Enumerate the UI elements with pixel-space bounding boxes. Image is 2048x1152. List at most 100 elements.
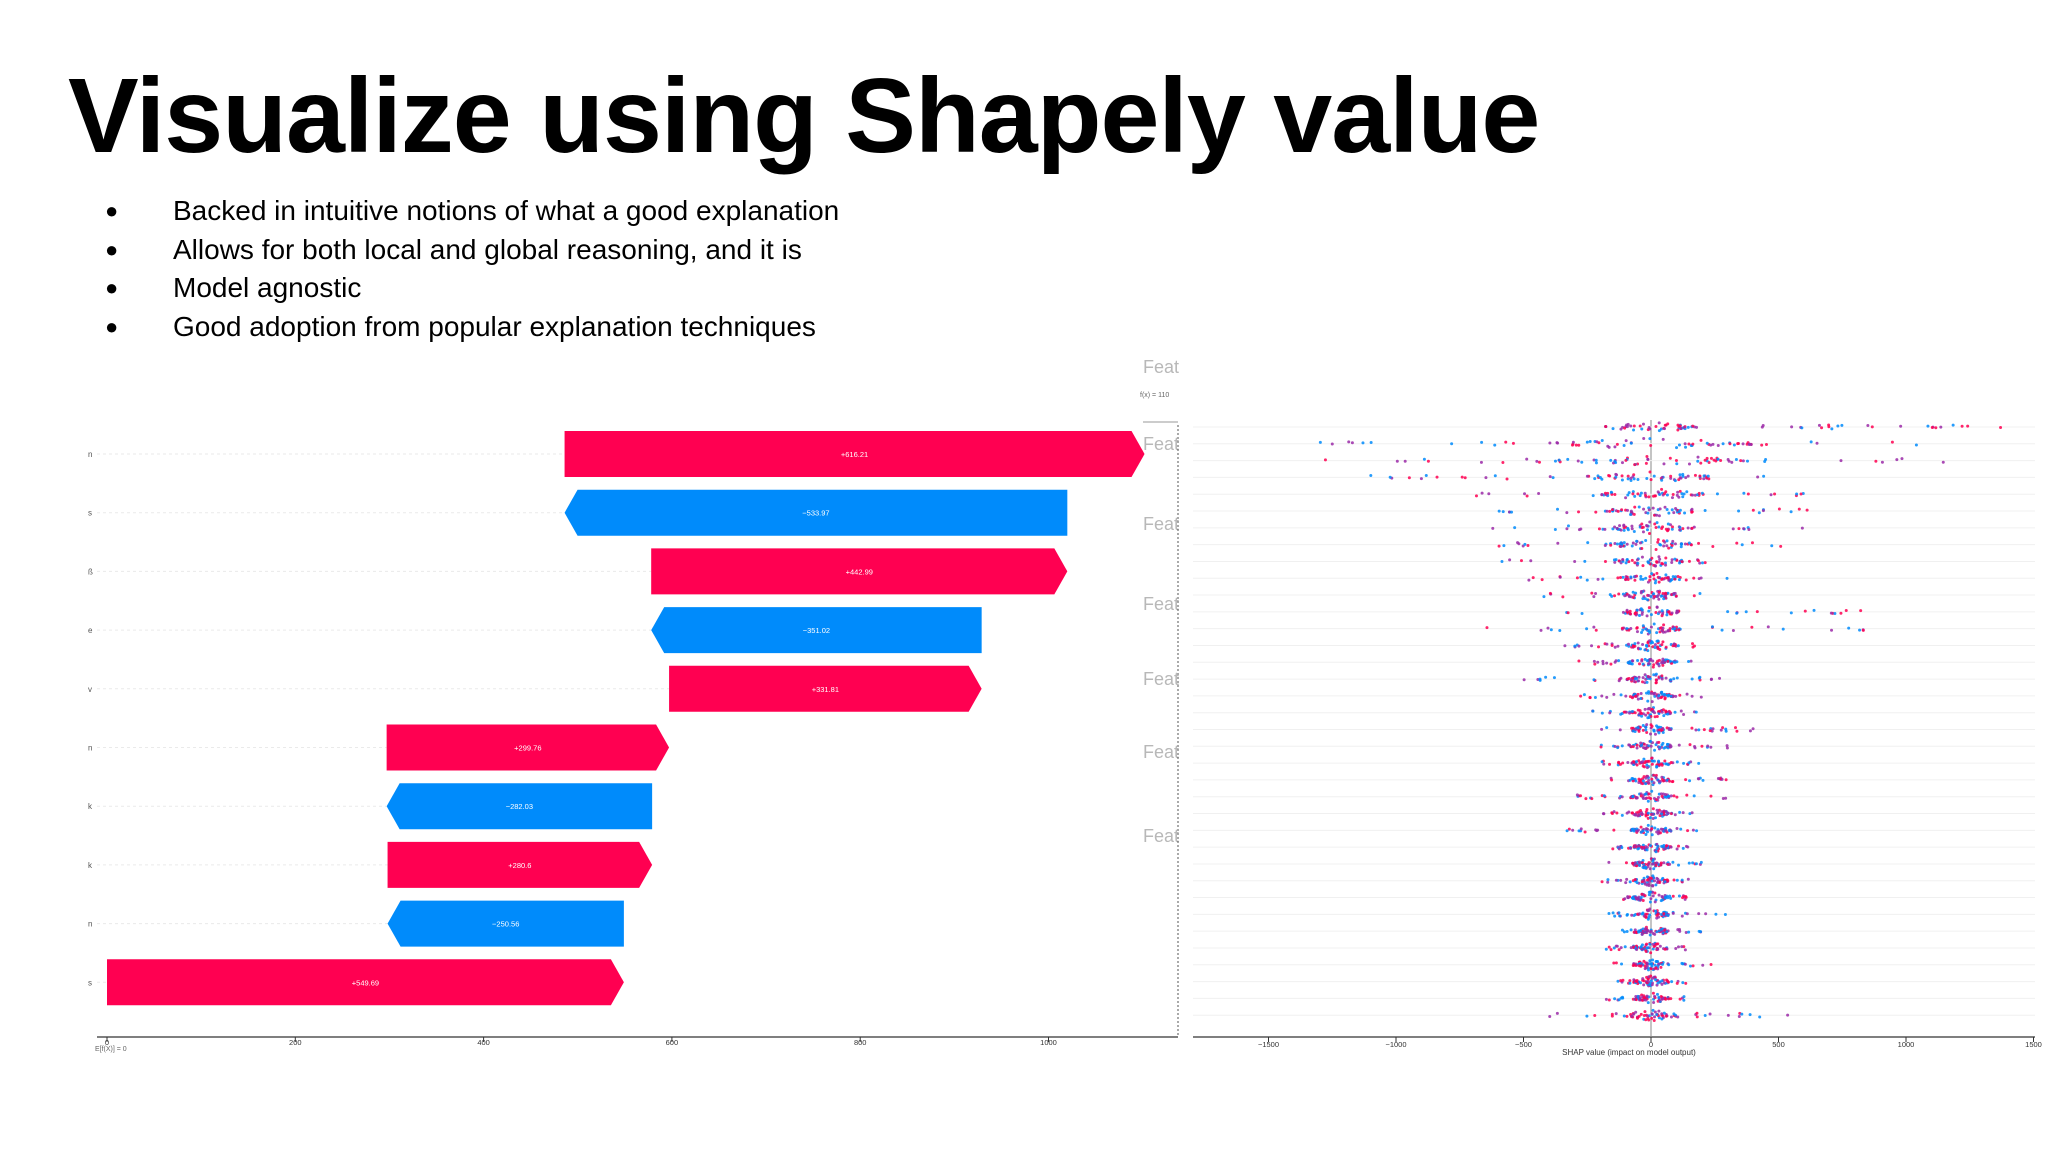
shap-point — [1500, 559, 1504, 563]
shap-point — [1635, 796, 1639, 800]
shap-point — [1649, 974, 1653, 978]
shap-point — [1670, 561, 1674, 565]
shap-point — [1830, 628, 1834, 632]
shap-point — [1676, 1015, 1680, 1019]
shap-point — [1622, 528, 1626, 532]
shap-point — [1655, 808, 1659, 812]
shap-point — [1687, 930, 1691, 934]
shap-point — [1639, 575, 1643, 579]
shap-point — [1657, 429, 1661, 433]
shap-point — [1647, 796, 1651, 800]
shap-point — [1603, 544, 1607, 548]
shap-point — [1654, 883, 1658, 887]
shap-point — [1640, 526, 1644, 530]
shap-point — [1575, 793, 1579, 797]
shap-point — [1654, 678, 1658, 682]
shap-point — [1652, 622, 1656, 626]
shap-point — [1641, 642, 1645, 646]
shap-point — [1630, 776, 1634, 780]
shap-point — [1613, 525, 1617, 529]
shap-point — [1681, 527, 1685, 531]
shap-point — [1656, 796, 1660, 800]
shap-point — [1633, 844, 1637, 848]
shap-point — [1607, 998, 1611, 1002]
shap-point — [1577, 644, 1581, 648]
shap-point — [1652, 1019, 1656, 1023]
shap-point — [1718, 676, 1722, 680]
x-tick-label: 1000 — [1898, 1040, 1915, 1049]
shap-point — [1687, 761, 1691, 765]
shap-point — [1645, 942, 1649, 946]
shap-point — [1736, 442, 1740, 446]
shap-point — [1781, 627, 1785, 631]
shap-point — [1645, 476, 1649, 480]
shap-point — [1686, 474, 1690, 478]
shap-point — [1644, 494, 1648, 498]
shap-point — [1737, 527, 1741, 531]
shap-point — [1621, 996, 1625, 1000]
shap-point — [1651, 894, 1655, 898]
shap-point — [1551, 476, 1555, 480]
shap-point — [1625, 558, 1629, 562]
shap-point — [1751, 508, 1755, 512]
shap-point — [1697, 676, 1701, 680]
shap-point — [1632, 512, 1636, 516]
shap-point — [1596, 577, 1600, 581]
shap-point — [1633, 578, 1637, 582]
shap-point — [1688, 779, 1692, 783]
shap-point — [1645, 524, 1649, 528]
shap-point — [1623, 594, 1627, 598]
shap-point — [1666, 422, 1670, 426]
shap-point — [1625, 913, 1629, 917]
shap-point — [1675, 760, 1679, 764]
shap-point — [1721, 797, 1725, 801]
shap-point — [1647, 508, 1651, 512]
shap-point — [1648, 575, 1652, 579]
shap-point — [1647, 744, 1651, 748]
shap-point — [1640, 812, 1644, 816]
shap-point — [1633, 711, 1637, 715]
shap-point — [1684, 931, 1688, 935]
shap-point — [1647, 662, 1651, 666]
shap-point — [1674, 459, 1678, 463]
shap-point — [1537, 460, 1541, 464]
shap-point — [1682, 761, 1686, 765]
shap-point — [1596, 660, 1600, 664]
shap-point — [1742, 527, 1746, 531]
shap-point — [1638, 779, 1642, 783]
shap-point — [1664, 676, 1668, 680]
shap-point — [1638, 494, 1642, 498]
shap-point — [1501, 510, 1505, 514]
shap-point — [1661, 730, 1665, 734]
shap-point — [1673, 710, 1677, 714]
shap-point — [1648, 639, 1652, 643]
shap-point — [1666, 659, 1670, 663]
bar-value-label: −533.97 — [802, 509, 829, 518]
shap-point — [1648, 959, 1652, 963]
shap-point — [1634, 994, 1638, 998]
shap-point — [1725, 746, 1729, 750]
shap-point — [1591, 494, 1595, 498]
shap-point — [1479, 460, 1483, 464]
shap-point — [1660, 577, 1664, 581]
shap-point — [1651, 884, 1655, 888]
shap-point — [1664, 895, 1668, 899]
shap-point — [1761, 509, 1765, 513]
shap-point — [1671, 539, 1675, 543]
shap-point — [1682, 425, 1686, 429]
shap-point — [1646, 830, 1650, 834]
shap-point — [1636, 478, 1640, 482]
shap-point — [1641, 422, 1645, 426]
bar-value-label: −351.02 — [803, 626, 830, 635]
x-tick-label: 200 — [289, 1038, 302, 1047]
shap-point — [1632, 477, 1636, 481]
shap-point — [1612, 558, 1616, 562]
shap-point — [1656, 540, 1660, 544]
shap-point — [1484, 476, 1488, 480]
shap-point — [1622, 443, 1626, 447]
shap-point — [1616, 644, 1620, 648]
shap-point — [1662, 660, 1666, 664]
shap-point — [1388, 475, 1392, 479]
shap-point — [1687, 660, 1691, 664]
shap-point — [1651, 506, 1655, 510]
